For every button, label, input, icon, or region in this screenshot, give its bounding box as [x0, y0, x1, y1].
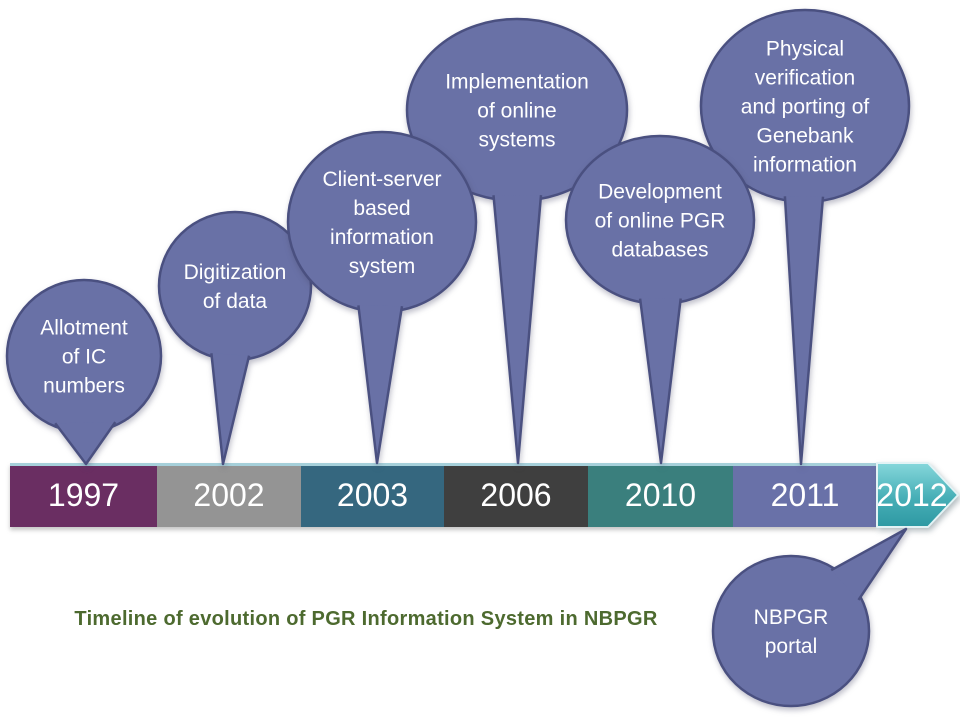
timeline-year-label-2011: 2011 — [771, 477, 840, 513]
timeline-segment-2002 — [157, 463, 301, 527]
timeline-segment-2006 — [444, 463, 588, 527]
caption-title: Timeline of evolution of PGR Information… — [74, 608, 658, 630]
balloon-tail — [357, 305, 404, 465]
balloon-digitization-of-data: Digitization of data — [157, 210, 313, 466]
balloon-client-server-based-information-system: Client-server based information system — [286, 130, 478, 465]
balloon-label: Allotment of IC numbers — [40, 316, 128, 397]
balloon-tail — [783, 196, 825, 466]
balloon-label: NBPGR portal — [754, 606, 829, 658]
balloon-implementation-of-online-systems: Implementation of online systems — [405, 17, 629, 465]
timeline-segment-1997 — [10, 463, 157, 527]
timeline-segment-2010 — [588, 463, 733, 527]
balloon-allotment-of-ic-numbers: Allotment of IC numbers — [5, 278, 163, 466]
balloon-tail — [492, 194, 543, 465]
balloon-label: Client-server based information system — [322, 168, 441, 278]
balloon-label: Physical verification and porting of Geneba… — [741, 37, 870, 176]
balloon-label: Digitization of data — [184, 261, 287, 313]
balloon-tail — [830, 527, 908, 601]
balloon-development-of-online-pgr-databases: Development of online PGR databases — [564, 134, 756, 465]
timeline-arrow-2012 — [876, 462, 959, 528]
balloon-label: Implementation of online systems — [445, 70, 589, 151]
timeline-year-label-2010: 2010 — [625, 477, 696, 513]
timeline-segment-2011 — [733, 463, 877, 527]
timeline-segment-2003 — [301, 463, 444, 527]
balloon-tail — [54, 421, 117, 466]
timeline-year-label-1997: 1997 — [48, 477, 119, 513]
balloon-physical-verification-and-porting-of-genebank-information: Physical verification and porting of Geneba… — [699, 8, 911, 466]
timeline-year-label-2002: 2002 — [193, 477, 264, 513]
balloon-bubble — [711, 554, 871, 708]
timeline-year-label-2012: 2012 — [876, 477, 947, 513]
balloon-bubble — [286, 130, 478, 314]
timeline-top-line — [10, 463, 877, 466]
balloon-tail — [638, 298, 682, 465]
timeline-year-label-2006: 2006 — [480, 477, 551, 513]
timeline-year-label-2003: 2003 — [337, 477, 408, 513]
balloon-label: Development of online PGR databases — [595, 180, 726, 261]
timeline-bar: 1997 2002 2003 2006 2010 2011 — [10, 463, 877, 527]
balloon-tail — [210, 353, 251, 466]
balloon-nbpgr-portal: NBPGR portal — [711, 527, 908, 708]
